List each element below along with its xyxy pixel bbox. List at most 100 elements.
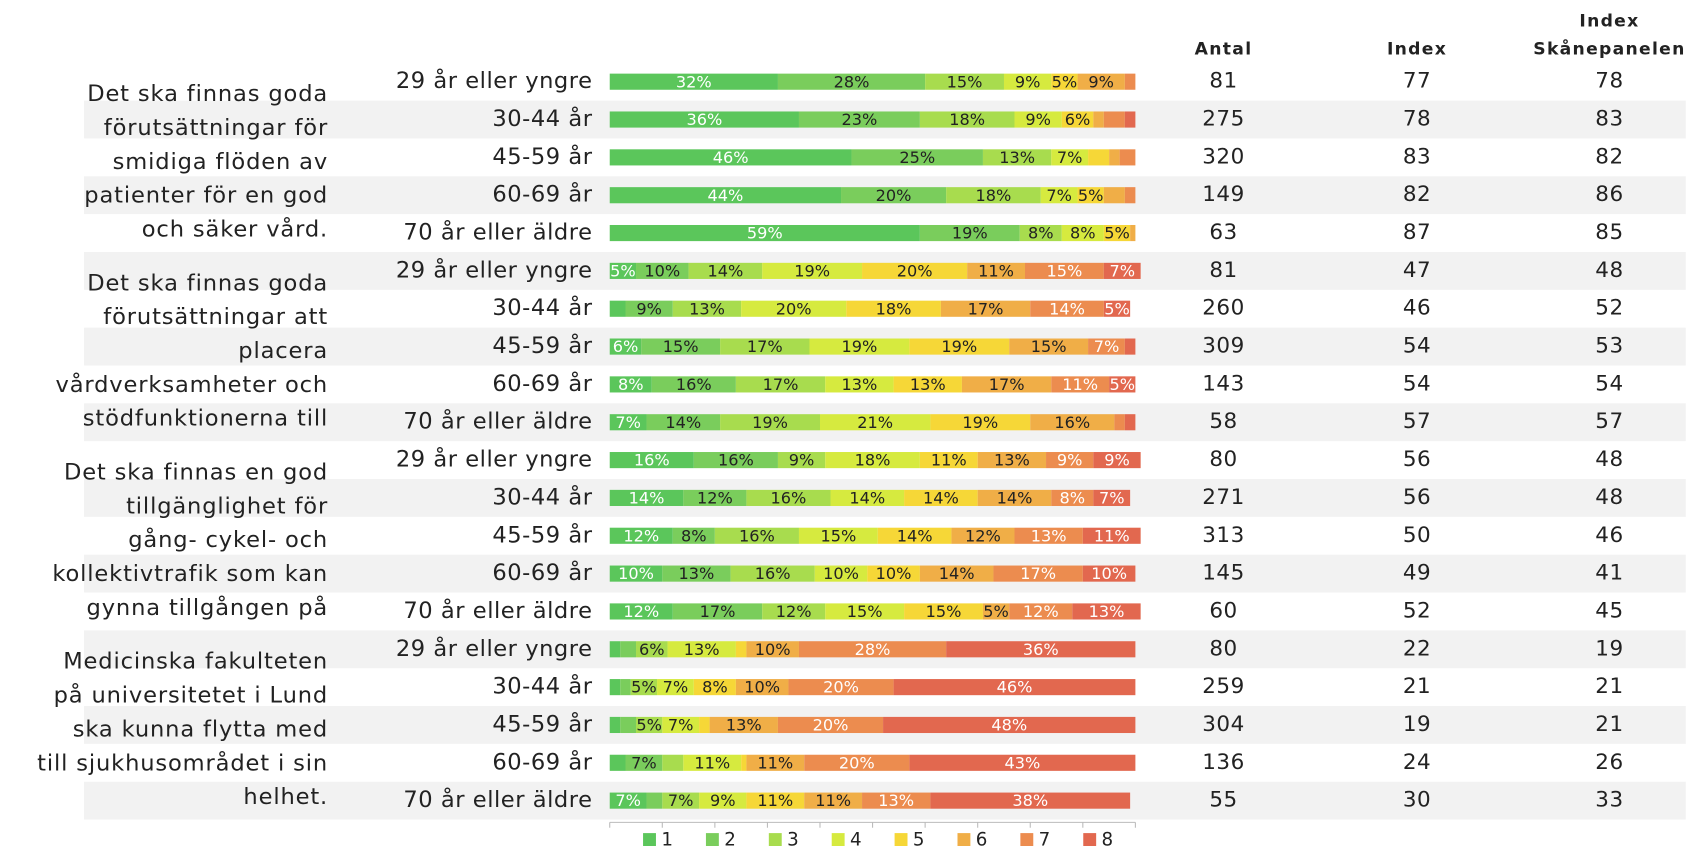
bar-segment: [620, 641, 637, 658]
value-label: 16%: [739, 526, 775, 545]
value-label: 12%: [623, 526, 659, 545]
value-label: 19%: [962, 413, 998, 432]
value-label: 14%: [629, 489, 665, 508]
bar-segment: [961, 376, 1052, 393]
value-label: 11%: [1062, 375, 1098, 394]
value-label: 44%: [707, 186, 743, 205]
value-label: 8%: [1028, 224, 1054, 243]
bar-segment: [609, 111, 799, 128]
bar-segment: [609, 187, 842, 204]
value-label: 13%: [689, 299, 725, 318]
category-label: 70 år eller äldre: [403, 785, 592, 813]
table-cell: 48: [1595, 485, 1623, 510]
table-cell: 80: [1209, 636, 1237, 661]
value-label: 14%: [849, 489, 885, 508]
bar-segment: [1103, 224, 1131, 242]
table-cell: 313: [1202, 523, 1245, 548]
bar-segment: [609, 300, 626, 317]
value-label: 10%: [823, 564, 859, 583]
value-label: 5%: [1109, 375, 1135, 394]
value-label: 8%: [1060, 489, 1086, 508]
bar-segment: [1124, 187, 1136, 204]
category-label: 29 år eller yngre: [396, 445, 593, 473]
category-label: 29 år eller yngre: [396, 255, 593, 283]
bar-segment: [977, 489, 1052, 506]
bar-segment: [1093, 452, 1141, 469]
bar-segment: [651, 376, 736, 393]
value-label: 32%: [676, 72, 712, 91]
value-label: 20%: [876, 186, 912, 205]
value-label: 5%: [1052, 72, 1078, 91]
bar-segment: [825, 452, 920, 469]
value-label: 19%: [941, 337, 977, 356]
group-label: Det ska finnas en god: [64, 459, 328, 485]
bar-segment: [735, 376, 826, 393]
legend-swatch: [705, 833, 719, 846]
value-label: 10%: [876, 564, 912, 583]
table-cell: 48: [1595, 258, 1623, 283]
value-label: 18%: [949, 110, 985, 129]
bar-segment: [1093, 111, 1104, 128]
value-label: 10%: [644, 261, 680, 280]
value-label: 12%: [965, 526, 1001, 545]
group-label: smidiga flöden av: [113, 149, 328, 175]
bar-segment: [625, 754, 663, 771]
bar-segment: [693, 679, 736, 696]
bar-segment: [951, 527, 1015, 544]
bar-segment: [620, 679, 631, 696]
legend-swatch: [643, 833, 656, 846]
group-label: förutsättningar att: [103, 304, 328, 330]
bar-segment: [940, 300, 1031, 317]
bar-segment: [609, 149, 852, 166]
table-cell: 320: [1202, 144, 1245, 169]
group-label: patienter för en god: [84, 183, 328, 209]
table-cell: 21: [1595, 712, 1623, 737]
table-cell: 145: [1202, 561, 1245, 586]
column-header: Index: [1579, 11, 1639, 31]
bar-segment: [609, 489, 684, 506]
value-label: 14%: [923, 489, 959, 508]
table-cell: 52: [1595, 296, 1623, 321]
value-label: 13%: [878, 791, 914, 810]
value-label: 13%: [679, 564, 715, 583]
bar-segment: [946, 641, 1136, 658]
bar-segment: [777, 716, 884, 734]
bar-segment: [919, 111, 1015, 128]
value-label: 43%: [1004, 753, 1040, 772]
value-label: 9%: [1015, 72, 1041, 91]
value-label: 13%: [1089, 602, 1125, 621]
table-cell: 57: [1403, 409, 1431, 434]
value-label: 20%: [813, 716, 849, 735]
bar-segment: [636, 716, 663, 734]
category-label: 45-59 år: [492, 520, 592, 548]
bar-segment: [630, 679, 658, 696]
bar-segment: [1040, 187, 1078, 204]
legend-label: 7: [1039, 830, 1051, 846]
table-cell: 58: [1209, 409, 1237, 434]
value-label: 19%: [952, 224, 988, 243]
table-cell: 41: [1595, 561, 1623, 586]
value-label: 36%: [686, 110, 722, 129]
value-label: 7%: [1046, 186, 1072, 205]
bar-segment: [667, 641, 736, 658]
table-cell: 81: [1209, 69, 1237, 94]
value-label: 5%: [1104, 224, 1130, 243]
value-label: 9%: [1088, 72, 1114, 91]
category-label: 30-44 år: [492, 672, 592, 700]
legend-label: 4: [850, 830, 862, 846]
value-label: 48%: [991, 716, 1027, 735]
value-label: 11%: [978, 261, 1014, 280]
table-cell: 309: [1202, 334, 1245, 359]
bar-segment: [867, 565, 920, 582]
bar-segment: [709, 716, 778, 734]
bar-segment: [1051, 149, 1089, 166]
category-label: 29 år eller yngre: [396, 66, 593, 94]
bar-segment: [904, 489, 978, 506]
value-label: 9%: [1104, 451, 1130, 470]
bar-segment: [609, 603, 673, 620]
bar-segment: [683, 754, 742, 771]
group-label: helhet.: [243, 784, 328, 810]
category-label: 60-69 år: [492, 180, 592, 208]
bar-segment: [777, 73, 926, 90]
value-label: 7%: [615, 413, 641, 432]
